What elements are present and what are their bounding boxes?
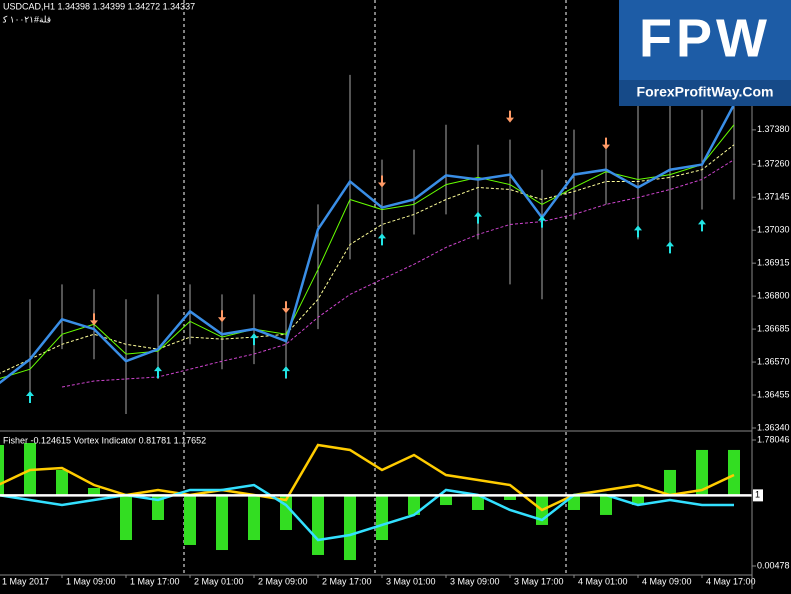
x-tick-label: 1 May 09:00 — [66, 576, 116, 586]
y-tick-label: 1.36455 — [757, 389, 790, 399]
logo-text: FPW — [639, 8, 771, 68]
buy-arrow — [154, 366, 162, 379]
indicator-header: Fisher -0.124615 Vortex Indicator 0.8178… — [3, 435, 206, 445]
histogram-bar — [216, 495, 228, 551]
level-label: 1 — [755, 490, 760, 500]
line — [0, 104, 736, 385]
buy-arrow — [666, 241, 674, 254]
buy-arrow — [634, 225, 642, 238]
x-tick-label: 1 May 17:00 — [130, 576, 180, 586]
x-tick-label: 4 May 01:00 — [578, 576, 628, 586]
histogram-bar — [408, 495, 420, 515]
buy-arrow — [474, 211, 482, 224]
histogram-bar — [440, 495, 452, 506]
histogram-bar — [696, 449, 708, 496]
x-tick-label: 1 May 2017 — [2, 576, 49, 586]
x-tick-label: 3 May 01:00 — [386, 576, 436, 586]
logo-caption: ForexProfitWay.Com — [637, 84, 774, 100]
sell-arrow — [378, 175, 386, 188]
histogram-bar — [504, 495, 516, 500]
x-tick-label: 3 May 09:00 — [450, 576, 500, 586]
x-tick-label: 3 May 17:00 — [514, 576, 564, 586]
logo: FPW ForexProfitWay.Com — [619, 0, 791, 106]
y-tick-label: 1.36340 — [757, 422, 790, 432]
line — [0, 144, 735, 374]
x-tick-label: 4 May 17:00 — [706, 576, 756, 586]
y-tick-label: 1.36570 — [757, 356, 790, 366]
buy-arrow — [538, 215, 546, 228]
y-tick-label: 1.37260 — [757, 159, 790, 169]
price-plot — [0, 59, 736, 414]
y-tick-label: 0.00478 — [757, 560, 790, 570]
histogram-bar — [184, 495, 196, 545]
histogram-bar — [56, 469, 68, 496]
histogram-bar — [248, 495, 260, 541]
buy-arrow — [378, 233, 386, 246]
axes: 1.37380 1.37260 1.37145 1.37030 1.36915 1.368… — [2, 124, 790, 586]
histogram-bar — [0, 444, 4, 496]
sell-arrow — [602, 137, 610, 150]
symbol-subheader: ﻗﻠﺔ#١٠٠٢١ ﮐ — [2, 14, 51, 24]
x-tick-label: 2 May 01:00 — [194, 576, 244, 586]
sell-arrow — [90, 313, 98, 326]
indicator-plot — [0, 443, 752, 561]
buy-arrow — [282, 366, 290, 379]
logo-strip — [619, 80, 791, 106]
histogram-bar — [88, 487, 100, 496]
y-tick-label: 1.37380 — [757, 124, 790, 134]
buy-arrow — [250, 333, 258, 346]
sell-arrow — [282, 301, 290, 314]
histogram-bar — [632, 495, 644, 506]
histogram-bar — [568, 495, 580, 510]
histogram-bar — [664, 469, 676, 496]
y-tick-label: 1.36915 — [757, 258, 790, 268]
x-tick-label: 4 May 09:00 — [642, 576, 692, 586]
histogram-bar — [312, 495, 324, 555]
y-tick-label: 1.37030 — [757, 225, 790, 235]
buy-arrow — [26, 391, 34, 404]
x-tick-label: 2 May 17:00 — [322, 576, 372, 586]
histogram-bar — [120, 495, 132, 541]
histogram-bar — [600, 495, 612, 515]
histogram-bar — [152, 495, 164, 520]
y-tick-label: 1.36685 — [757, 323, 790, 333]
symbol-header: USDCAD,H1 1.34398 1.34399 1.34272 1.3433… — [3, 1, 195, 11]
histogram-bar — [728, 449, 740, 496]
sell-arrow — [506, 110, 514, 123]
x-tick-label: 2 May 09:00 — [258, 576, 308, 586]
line — [0, 443, 735, 512]
histogram-bar — [376, 495, 388, 541]
y-tick-label: 1.78046 — [757, 434, 790, 444]
y-tick-label: 1.37145 — [757, 192, 790, 202]
buy-arrow — [698, 219, 706, 232]
histogram-bar — [344, 495, 356, 561]
sell-arrow — [218, 310, 226, 323]
histogram-bar — [472, 495, 484, 510]
level-label-box — [753, 489, 763, 502]
y-tick-label: 1.36800 — [757, 291, 790, 301]
